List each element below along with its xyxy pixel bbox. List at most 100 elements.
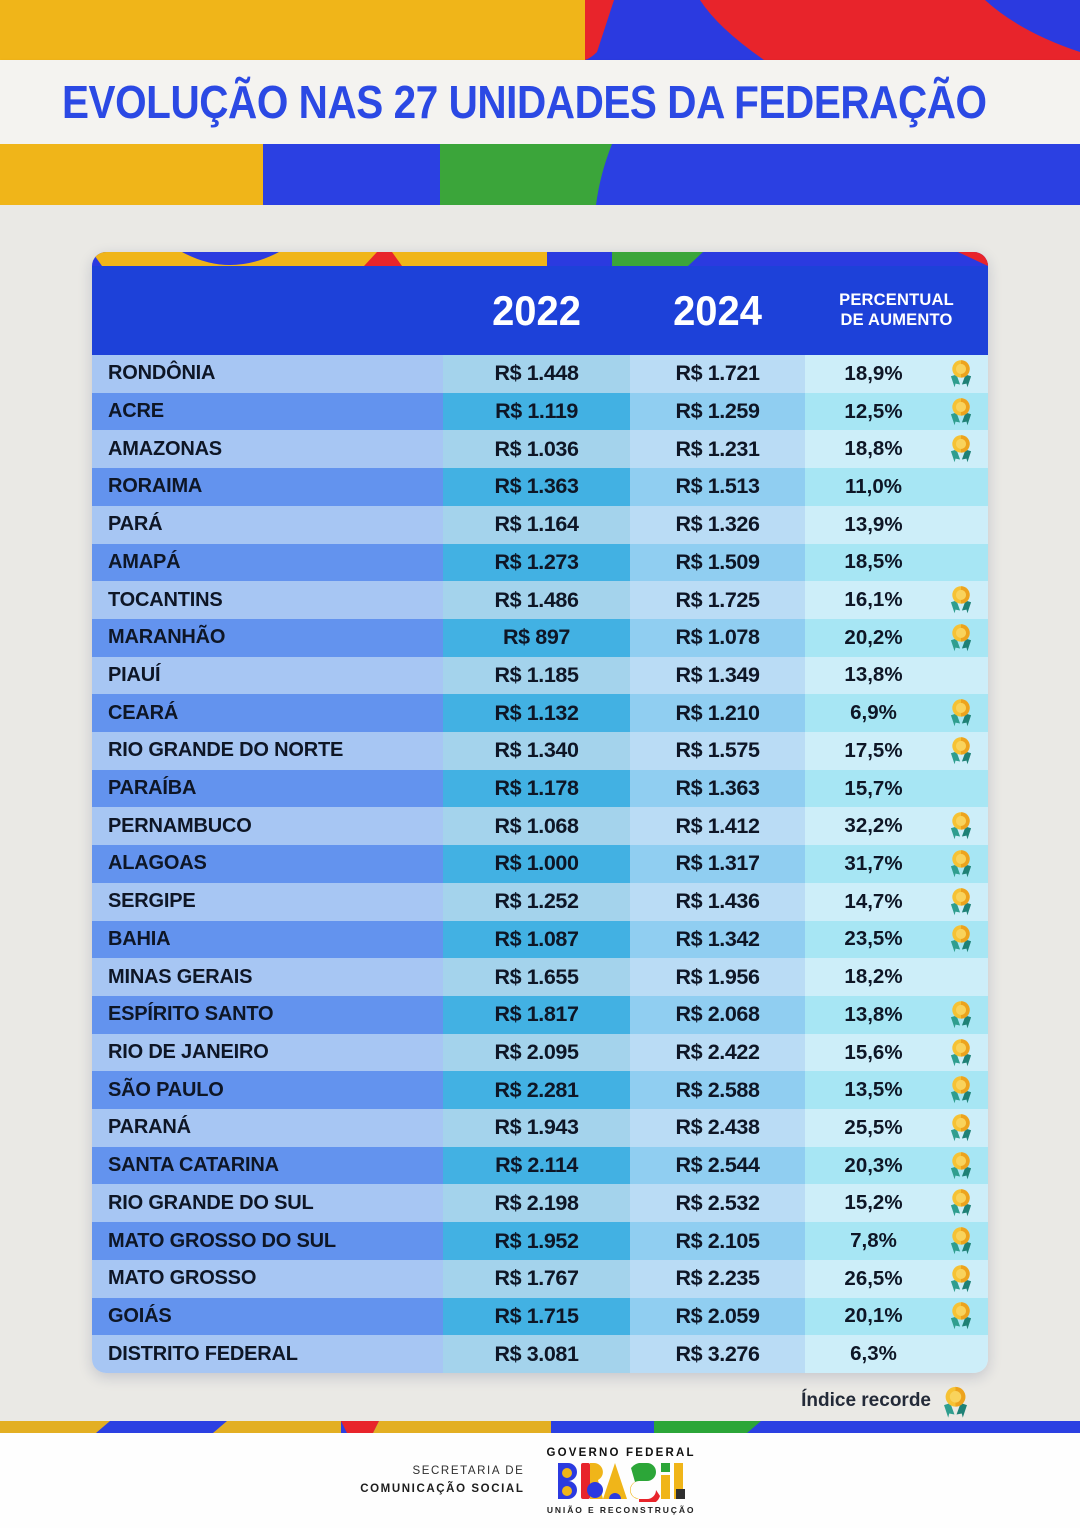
- state-name-cell: MATO GROSSO: [92, 1259, 443, 1298]
- percent-cell: 14,7%: [805, 882, 988, 921]
- value-2022-cell: R$ 897: [443, 618, 630, 657]
- governo-federal-logo: GOVERNO FEDERAL: [546, 1447, 695, 1515]
- band-a-red-shape: [700, 0, 1080, 60]
- percent-cell: 6,3%: [805, 1335, 988, 1373]
- table-row: AMAPÁ R$ 1.273 R$ 1.509 18,5%: [92, 543, 988, 582]
- state-name-cell: PARÁ: [92, 505, 443, 544]
- card-strip-yellow: [102, 252, 547, 266]
- state-name-cell: AMAZONAS: [92, 430, 443, 469]
- medal-icon: [950, 1151, 972, 1179]
- table-header: 2022 2024 PERCENTUAL DE AUMENTO: [92, 266, 988, 355]
- value-2022-cell: R$ 3.081: [443, 1335, 630, 1373]
- percent-cell: 18,2%: [805, 958, 988, 996]
- secom-line1: SECRETARIA DE: [412, 1464, 525, 1477]
- value-2022-cell: R$ 1.164: [443, 505, 630, 544]
- band-c-yellow-1: [0, 1421, 110, 1433]
- percent-cell: 12,5%: [805, 392, 988, 431]
- card-strip-green: [612, 252, 703, 266]
- value-2022-cell: R$ 1.119: [443, 392, 630, 431]
- governo-federal-label: GOVERNO FEDERAL: [546, 1446, 696, 1459]
- state-name-cell: MARANHÃO: [92, 618, 443, 657]
- value-2022-cell: R$ 2.095: [443, 1033, 630, 1072]
- value-2024-cell: R$ 1.513: [630, 468, 805, 506]
- table-row: SANTA CATARINA R$ 2.114 R$ 2.544 20,3%: [92, 1146, 988, 1185]
- state-name-cell: RIO GRANDE DO SUL: [92, 1184, 443, 1223]
- value-2024-cell: R$ 1.317: [630, 845, 805, 883]
- card-strip-red-trapezoid: [364, 252, 402, 266]
- state-name-cell: PIAUÍ: [92, 656, 443, 695]
- percent-cell: 17,5%: [805, 732, 988, 770]
- medal-icon: [950, 435, 972, 463]
- value-2022-cell: R$ 1.715: [443, 1297, 630, 1336]
- state-name-cell: MINAS GERAIS: [92, 958, 443, 996]
- value-2024-cell: R$ 1.326: [630, 505, 805, 544]
- value-2022-cell: R$ 1.767: [443, 1259, 630, 1298]
- state-name-cell: AMAPÁ: [92, 543, 443, 582]
- value-2024-cell: R$ 1.412: [630, 807, 805, 846]
- medal-icon: [950, 1189, 972, 1217]
- state-name-cell: RONDÔNIA: [92, 355, 443, 393]
- value-2024-cell: R$ 1.342: [630, 920, 805, 959]
- band-a-yellow-shape: [0, 0, 585, 60]
- value-2024-cell: R$ 1.956: [630, 958, 805, 996]
- value-2024-cell: R$ 2.105: [630, 1222, 805, 1260]
- table-row: MINAS GERAIS R$ 1.655 R$ 1.956 18,2%: [92, 958, 988, 996]
- card-strip-corner: [92, 252, 102, 266]
- value-2022-cell: R$ 2.198: [443, 1184, 630, 1223]
- table-row: MATO GROSSO R$ 1.767 R$ 2.235 26,5%: [92, 1259, 988, 1298]
- value-2024-cell: R$ 1.575: [630, 732, 805, 770]
- value-2022-cell: R$ 1.178: [443, 769, 630, 808]
- percent-cell: 15,7%: [805, 769, 988, 808]
- state-name-cell: SÃO PAULO: [92, 1071, 443, 1110]
- value-2024-cell: R$ 2.438: [630, 1109, 805, 1147]
- state-name-cell: ACRE: [92, 392, 443, 431]
- percent-cell: 7,8%: [805, 1222, 988, 1260]
- table-row: RIO GRANDE DO SUL R$ 2.198 R$ 2.532 15,2%: [92, 1184, 988, 1223]
- card-top-decorative-strip: [92, 252, 988, 266]
- medal-icon: [950, 1076, 972, 1104]
- table-row: ACRE R$ 1.119 R$ 1.259 12,5%: [92, 392, 988, 431]
- table-row: PERNAMBUCO R$ 1.068 R$ 1.412 32,2%: [92, 807, 988, 846]
- value-2024-cell: R$ 2.532: [630, 1184, 805, 1223]
- column-header-2024: 2024: [673, 286, 762, 334]
- bottom-decorative-strip: [0, 1421, 1080, 1433]
- value-2024-cell: R$ 2.068: [630, 995, 805, 1034]
- percent-cell: 13,5%: [805, 1071, 988, 1110]
- state-name-cell: RORAIMA: [92, 468, 443, 506]
- medal-icon: [950, 812, 972, 840]
- percent-cell: 16,1%: [805, 581, 988, 619]
- table-row: RIO DE JANEIRO R$ 2.095 R$ 2.422 15,6%: [92, 1033, 988, 1072]
- value-2024-cell: R$ 1.231: [630, 430, 805, 469]
- medal-icon: [950, 1114, 972, 1142]
- value-2024-cell: R$ 1.349: [630, 656, 805, 695]
- value-2024-cell: R$ 1.509: [630, 543, 805, 582]
- state-name-cell: PARAÍBA: [92, 769, 443, 808]
- table-row: PARÁ R$ 1.164 R$ 1.326 13,9%: [92, 505, 988, 544]
- percent-cell: 15,2%: [805, 1184, 988, 1223]
- medal-icon: [950, 397, 972, 425]
- band-c-yellow-2: [213, 1421, 341, 1433]
- second-decorative-band: [0, 144, 1080, 205]
- state-name-cell: BAHIA: [92, 920, 443, 959]
- value-2022-cell: R$ 1.655: [443, 958, 630, 996]
- medal-icon: [950, 737, 972, 765]
- table-row: PIAUÍ R$ 1.185 R$ 1.349 13,8%: [92, 656, 988, 695]
- value-2022-cell: R$ 1.817: [443, 995, 630, 1034]
- table-row: ALAGOAS R$ 1.000 R$ 1.317 31,7%: [92, 845, 988, 883]
- percent-cell: 31,7%: [805, 845, 988, 883]
- medal-icon: [950, 887, 972, 915]
- value-2022-cell: R$ 1.943: [443, 1109, 630, 1147]
- percent-cell: 32,2%: [805, 807, 988, 846]
- percent-cell: 26,5%: [805, 1259, 988, 1298]
- value-2024-cell: R$ 2.422: [630, 1033, 805, 1072]
- medal-icon: [950, 1302, 972, 1330]
- state-name-cell: SANTA CATARINA: [92, 1146, 443, 1185]
- medal-icon: [944, 1386, 967, 1418]
- band-b-green-shape: [440, 144, 612, 205]
- value-2024-cell: R$ 2.059: [630, 1297, 805, 1336]
- table-row: MATO GROSSO DO SUL R$ 1.952 R$ 2.105 7,8%: [92, 1222, 988, 1260]
- state-name-cell: SERGIPE: [92, 882, 443, 921]
- value-2022-cell: R$ 1.000: [443, 845, 630, 883]
- state-name-cell: RIO DE JANEIRO: [92, 1033, 443, 1072]
- state-name-cell: TOCANTINS: [92, 581, 443, 619]
